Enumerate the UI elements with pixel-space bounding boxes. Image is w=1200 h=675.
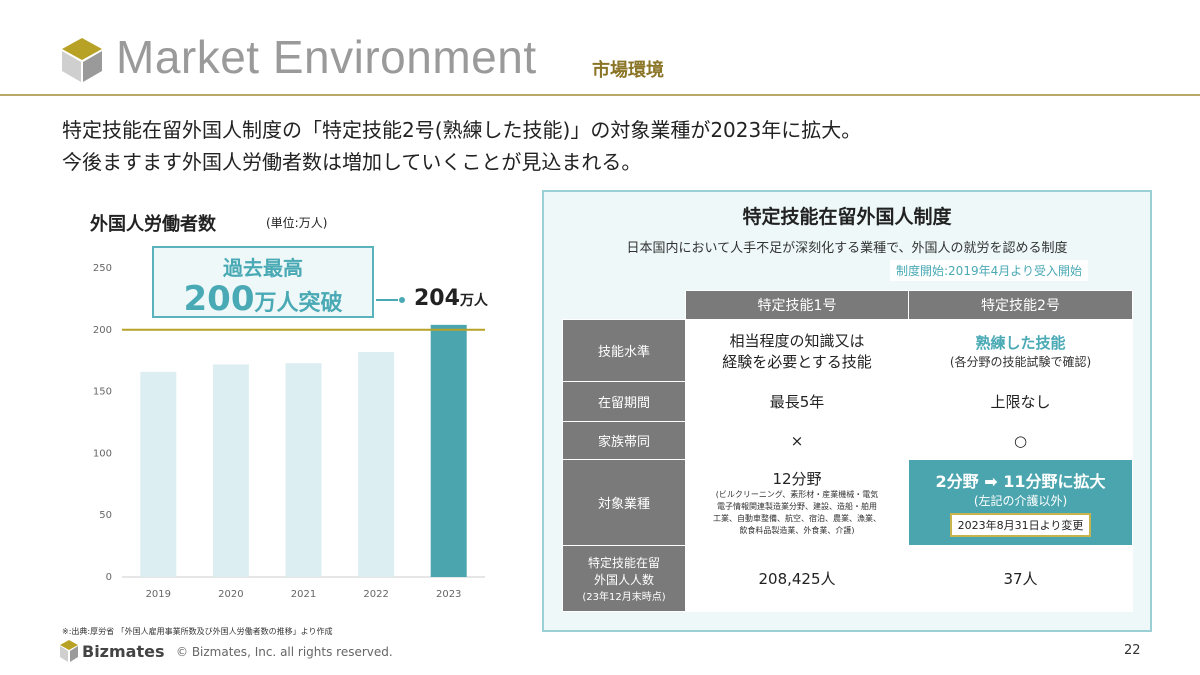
bar-2019	[140, 371, 177, 577]
x-tick-label: 2022	[363, 589, 388, 600]
chart-unit: (単位:万人)	[266, 216, 328, 230]
callout-number: 200	[183, 279, 255, 319]
bizmates-logo-icon	[60, 640, 78, 662]
start-date-badge: 制度開始:2019年4月より受入開始	[890, 260, 1088, 281]
row-header-skill: 技能水準	[562, 319, 686, 382]
y-tick-label: 50	[99, 510, 112, 521]
count-label-line3: (23年12月末時点)	[582, 592, 666, 603]
column-header-type1: 特定技能1号	[685, 290, 909, 320]
skill-type2-line1: 熟練した技能	[975, 333, 1066, 352]
bar-2021	[285, 363, 322, 577]
cell-family-type2: ○	[908, 421, 1133, 460]
y-tick-label: 0	[106, 572, 112, 583]
cell-family-type1: ×	[685, 421, 909, 460]
row-header-industry: 対象業種	[562, 459, 686, 546]
panel-description: 日本国内において人手不足が深刻化する業種で、外国人の就労を認める制度	[626, 241, 1068, 256]
column-header-type2: 特定技能2号	[908, 290, 1133, 320]
page-subtitle: 市場環境	[592, 60, 664, 81]
row-header-family: 家族帯同	[562, 421, 686, 460]
callout-line-2: 200万人突破	[154, 279, 372, 319]
y-tick-label: 200	[93, 325, 112, 336]
page-title: Market Environment	[116, 31, 537, 83]
record-callout: 過去最高 200万人突破	[152, 246, 374, 319]
highlight-value-label: 204万人	[414, 286, 488, 311]
highlight-value-number: 204	[414, 286, 460, 311]
y-tick-label: 100	[93, 448, 112, 459]
x-tick-label: 2020	[218, 589, 243, 600]
y-tick-label: 150	[93, 387, 112, 398]
callout-suffix: 万人突破	[254, 291, 343, 316]
skill-type2-line2: (各分野の技能試験で確認)	[949, 354, 1092, 369]
cell-count-type1: 208,425人	[685, 545, 909, 612]
x-tick-label: 2023	[436, 589, 461, 600]
count-label-line2: 外国人人数	[593, 573, 654, 587]
panel-title: 特定技能在留外国人制度	[742, 206, 952, 228]
industry-type2-expansion: 2分野 ➡ 11分野に拡大	[935, 472, 1106, 491]
copyright-text: © Bizmates, Inc. all rights reserved.	[176, 645, 393, 659]
industry-type1-detail-4: 飲食料品製造業、外食業、介護)	[739, 526, 855, 535]
bar-2020	[212, 364, 249, 577]
industry-type1-detail-3: 工業、自動車整備、航空、宿泊、農業、漁業、	[713, 514, 881, 523]
highlight-value-suffix: 万人	[459, 293, 488, 309]
count-label-line1: 特定技能在留	[587, 556, 660, 570]
row-header-count: 特定技能在留 外国人人数 (23年12月末時点)	[562, 545, 686, 612]
cell-count-type2: 37人	[908, 545, 1133, 612]
brand-cube-logo	[62, 38, 102, 82]
cell-industry-type1: 12分野 (ビルクリーニング、素形材・産業機械・電気 電子情報関連製造業分野、建…	[685, 459, 909, 546]
cell-stay-type1: 最長5年	[685, 381, 909, 422]
comparison-table: 特定技能1号 特定技能2号 技能水準 相当程度の知識又は 経験を必要とする技能 …	[562, 290, 1133, 612]
skill-type1-line1: 相当程度の知識又は	[729, 331, 865, 350]
cell-stay-type2: 上限なし	[908, 381, 1133, 422]
header-divider	[0, 94, 1200, 96]
cell-skill-type2: 熟練した技能 (各分野の技能試験で確認)	[908, 319, 1133, 382]
callout-connector-dot	[399, 297, 405, 303]
skill-type1-line2: 経験を必要とする技能	[722, 352, 872, 371]
x-tick-label: 2019	[146, 589, 171, 600]
bar-2023	[430, 324, 467, 577]
bar-2022	[358, 352, 395, 577]
cell-skill-type1: 相当程度の知識又は 経験を必要とする技能	[685, 319, 909, 382]
chart-title: 外国人労働者数	[90, 214, 216, 235]
source-note: ※:出典:厚労省 「外国人雇用事業所数及び外国人労働者数の推移」より作成	[62, 627, 333, 636]
cell-industry-type2: 2分野 ➡ 11分野に拡大 (左記の介護以外) 2023年8月31日より変更	[908, 459, 1133, 546]
x-tick-label: 2021	[291, 589, 316, 600]
change-date-badge: 2023年8月31日より変更	[949, 513, 1092, 537]
intro-line-1: 特定技能在留外国人制度の「特定技能2号(熟練した技能)」の対象業種が2023年に…	[62, 118, 862, 142]
callout-line-1: 過去最高	[223, 256, 303, 280]
industry-type2-note: (左記の介護以外)	[973, 494, 1068, 508]
industry-type1-detail-1: (ビルクリーニング、素形材・産業機械・電気	[715, 490, 879, 499]
brand-name: Bizmates	[82, 642, 165, 661]
y-tick-label: 250	[93, 263, 112, 274]
row-header-stay: 在留期間	[562, 381, 686, 422]
industry-type1-detail-2: 電子情報関連製造業分野、建設、造船・舶用	[717, 502, 877, 511]
table-corner	[563, 291, 686, 320]
industry-type1-title: 12分野	[772, 470, 822, 488]
intro-line-2: 今後ますます外国人労働者数は増加していくことが見込まれる。	[62, 150, 642, 174]
bar-chart: 0 50 100 150 200 250 2019 2020 2021 2022 2023	[93, 263, 485, 600]
page-number: 22	[1124, 643, 1141, 658]
